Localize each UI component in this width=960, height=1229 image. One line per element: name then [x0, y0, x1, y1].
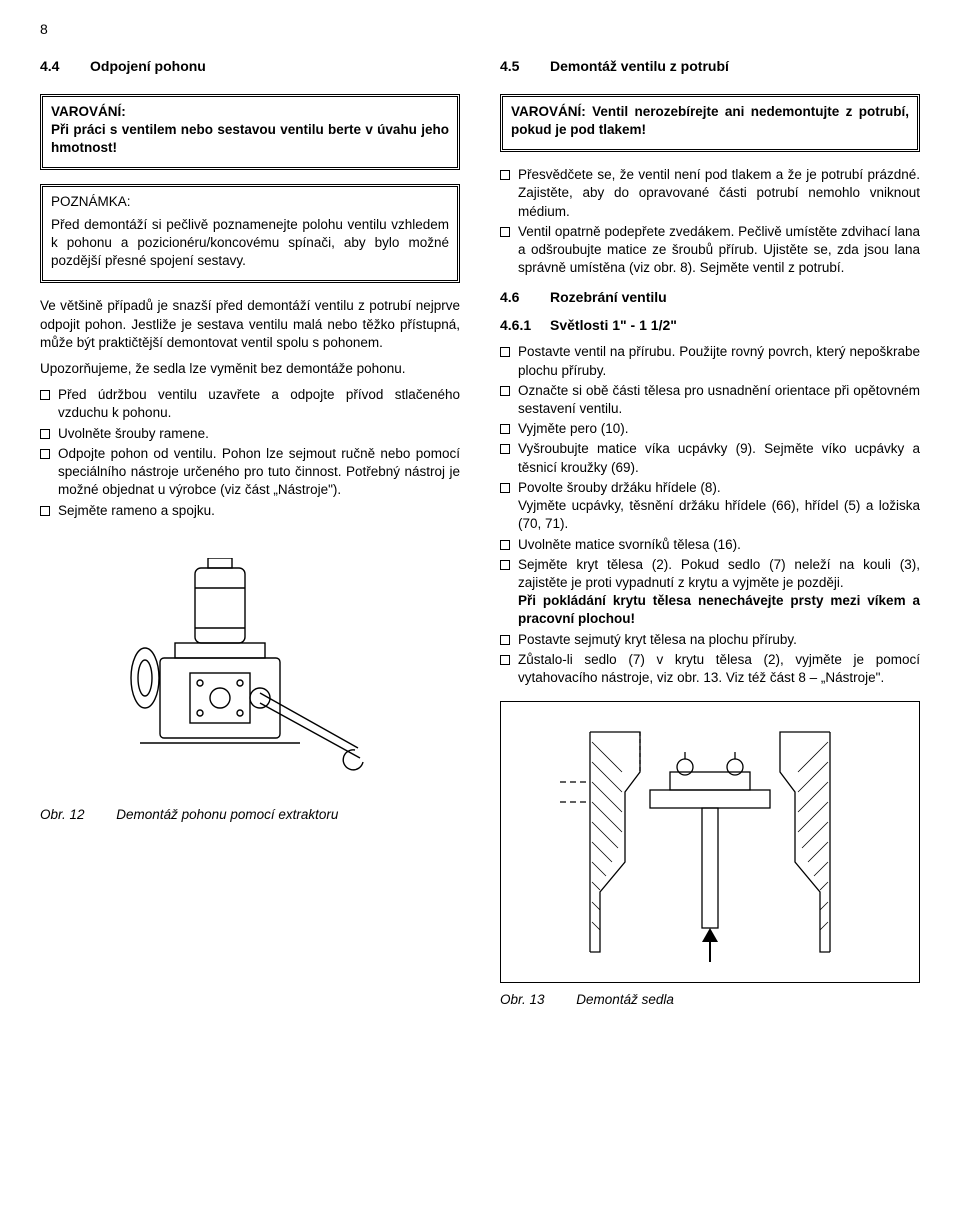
heading-num: 4.6.1 — [500, 316, 550, 335]
caption-text: Demontáž pohonu pomocí extraktoru — [116, 807, 338, 822]
figure-13 — [500, 701, 920, 983]
list-item: Uvolněte matice svorníků tělesa (16). — [500, 536, 920, 554]
heading-text: Rozebrání ventilu — [550, 288, 667, 307]
note-text: Před demontáží si pečlivě poznamenejte p… — [51, 216, 449, 271]
left-column: VAROVÁNÍ: Při práci s ventilem nebo sest… — [40, 94, 460, 1010]
heading-text: Odpojení pohonu — [90, 57, 206, 76]
heading-4-4: 4.4 Odpojení pohonu — [40, 57, 460, 76]
heading-num: 4.6 — [500, 288, 550, 307]
list-text: Sejměte kryt tělesa (2). Pokud sedlo (7)… — [518, 557, 920, 590]
list-item: Vyjměte pero (10). — [500, 420, 920, 438]
list-item: Postavte sejmutý kryt tělesa na plochu p… — [500, 631, 920, 649]
paragraph: Ve většině případů je snazší před demont… — [40, 297, 460, 352]
caption-label: Obr. 13 — [500, 992, 545, 1007]
warning-label: VAROVÁNÍ: — [51, 104, 126, 119]
warning-box: VAROVÁNÍ: Při práci s ventilem nebo sest… — [40, 94, 460, 171]
list-item: Sejměte kryt tělesa (2). Pokud sedlo (7)… — [500, 556, 920, 629]
note-box: POZNÁMKA: Před demontáží si pečlivě pozn… — [40, 184, 460, 283]
heading-text: Světlosti 1" - 1 1/2" — [550, 316, 677, 335]
warning-text: Při práci s ventilem nebo sestavou venti… — [51, 121, 449, 157]
warning-box: VAROVÁNÍ: Ventil nerozebírejte ani nedem… — [500, 94, 920, 152]
extractor-drawing-icon — [100, 558, 400, 788]
list-item: Postavte ventil na přírubu. Použijte rov… — [500, 343, 920, 379]
list-4-6-1: Postavte ventil na přírubu. Použijte rov… — [500, 343, 920, 687]
list-4-5: Přesvědčete se, že ventil není pod tlake… — [500, 166, 920, 277]
list-item: Přesvědčete se, že ventil není pod tlake… — [500, 166, 920, 221]
list-item: Zůstalo-li sedlo (7) v krytu tělesa (2),… — [500, 651, 920, 687]
bold-warning: Při pokládání krytu tělesa nenechávejte … — [518, 593, 920, 626]
caption-label: Obr. 12 — [40, 807, 85, 822]
list-item: Povolte šrouby držáku hřídele (8). Vyjmě… — [500, 479, 920, 534]
right-column: VAROVÁNÍ: Ventil nerozebírejte ani nedem… — [500, 94, 920, 1010]
list-item: Před údržbou ventilu uzavřete a odpojte … — [40, 386, 460, 422]
warning-text: VAROVÁNÍ: Ventil nerozebírejte ani nedem… — [511, 103, 909, 139]
figure-13-caption: Obr. 13 Demontáž sedla — [500, 991, 920, 1009]
heading-num: 4.4 — [40, 57, 90, 76]
note-label: POZNÁMKA: — [51, 194, 131, 209]
list-text: Vyjměte ucpávky, těsnění držáku hřídele … — [518, 498, 920, 531]
heading-4-6: 4.6 Rozebrání ventilu — [500, 288, 920, 307]
list-text: Povolte šrouby držáku hřídele (8). — [518, 480, 721, 495]
paragraph: Upozorňujeme, že sedla lze vyměnit bez d… — [40, 360, 460, 378]
heading-4-5: 4.5 Demontáž ventilu z potrubí — [500, 57, 920, 76]
list-item: Uvolněte šrouby ramene. — [40, 425, 460, 443]
page-number: 8 — [40, 20, 920, 39]
figure-12 — [40, 548, 460, 798]
list-item: Sejměte rameno a spojku. — [40, 502, 460, 520]
heading-text: Demontáž ventilu z potrubí — [550, 57, 729, 76]
heading-4-6-1: 4.6.1 Světlosti 1" - 1 1/2" — [500, 316, 920, 335]
caption-text: Demontáž sedla — [576, 992, 674, 1007]
list-item: Vyšroubujte matice víka ucpávky (9). Sej… — [500, 440, 920, 476]
list-item: Ventil opatrně podepřete zvedákem. Pečli… — [500, 223, 920, 278]
list-item: Označte si obě části tělesa pro usnadněn… — [500, 382, 920, 418]
seat-removal-drawing-icon — [530, 712, 890, 972]
figure-12-caption: Obr. 12 Demontáž pohonu pomocí extraktor… — [40, 806, 460, 824]
left-list: Před údržbou ventilu uzavřete a odpojte … — [40, 386, 460, 520]
heading-num: 4.5 — [500, 57, 550, 76]
list-item: Odpojte pohon od ventilu. Pohon lze sejm… — [40, 445, 460, 500]
